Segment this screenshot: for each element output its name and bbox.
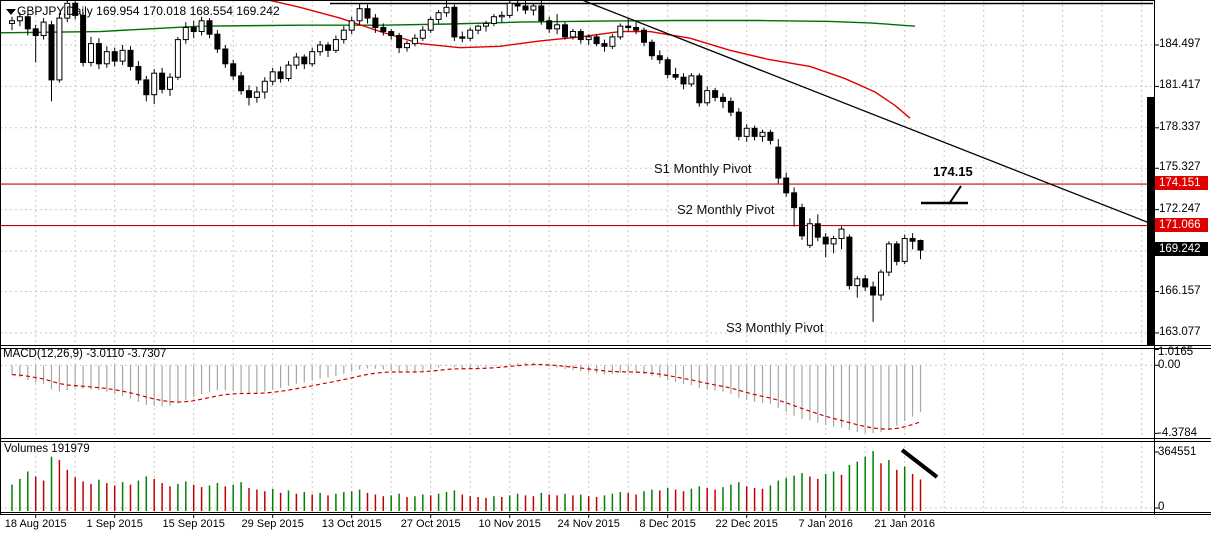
right-edge-black-bar — [1147, 97, 1154, 345]
symbol-dropdown-icon[interactable] — [6, 9, 16, 15]
macd-axis-label: 1.0165 — [1158, 346, 1194, 358]
date-axis-label: 8 Dec 2015 — [639, 518, 696, 530]
price-axis-label: 163.077 — [1159, 325, 1201, 338]
price-badge-174.151: 174.151 — [1155, 176, 1208, 191]
pivot-label-s2: S2 Monthly Pivot — [677, 202, 775, 217]
date-axis-label: 27 Oct 2015 — [400, 518, 461, 530]
volumes-axis-label: 0 — [1158, 501, 1165, 513]
macd-axis-label: 0.00 — [1158, 358, 1181, 371]
date-axis-label: 1 Sep 2015 — [86, 518, 143, 530]
macd-indicator-label: MACD(12,26,9) -3.0110 -3.7307 — [3, 348, 167, 360]
price-axis-label: 175.327 — [1159, 161, 1201, 174]
date-axis-label: 29 Sep 2015 — [241, 518, 304, 530]
price-axis-label: 184.497 — [1159, 38, 1201, 50]
ma-slow-green-line — [0, 19, 916, 34]
date-axis-label: 24 Nov 2015 — [557, 518, 620, 530]
volume-trendline — [900, 448, 939, 479]
pivot-label-s3: S3 Monthly Pivot — [726, 320, 824, 335]
volumes-indicator-label: Volumes 191979 — [4, 443, 90, 455]
volumes-axis-label: 364551 — [1158, 446, 1197, 458]
date-axis-label: 21 Jan 2016 — [874, 518, 935, 530]
date-axis-label: 18 Aug 2015 — [4, 518, 67, 530]
price-badge-171.066: 171.066 — [1155, 217, 1208, 232]
macd-signal-line — [11, 363, 921, 430]
chart-title: GBPJPY,Daily 169.954 170.018 168.554 169… — [17, 4, 280, 18]
macd-axis-label: -4.3784 — [1158, 426, 1198, 439]
price-axis-label: 172.247 — [1159, 202, 1201, 215]
price-axis-label: 181.417 — [1159, 79, 1201, 92]
price-axis-label: 178.337 — [1159, 120, 1201, 133]
date-axis-label: 7 Jan 2016 — [798, 518, 853, 530]
date-axis-label: 10 Nov 2015 — [478, 518, 541, 530]
price-axis-label: 166.157 — [1159, 284, 1201, 297]
date-axis-label: 22 Dec 2015 — [715, 518, 778, 530]
pivot-label-s1: S1 Monthly Pivot — [654, 161, 752, 176]
descending-trendline[interactable] — [581, 0, 1153, 225]
date-axis-label: 13 Oct 2015 — [321, 518, 382, 530]
price-badge-169.242: 169.242 — [1155, 242, 1208, 257]
date-axis-label: 15 Sep 2015 — [162, 518, 225, 530]
price-target-annotation: 174.15 — [933, 164, 973, 179]
